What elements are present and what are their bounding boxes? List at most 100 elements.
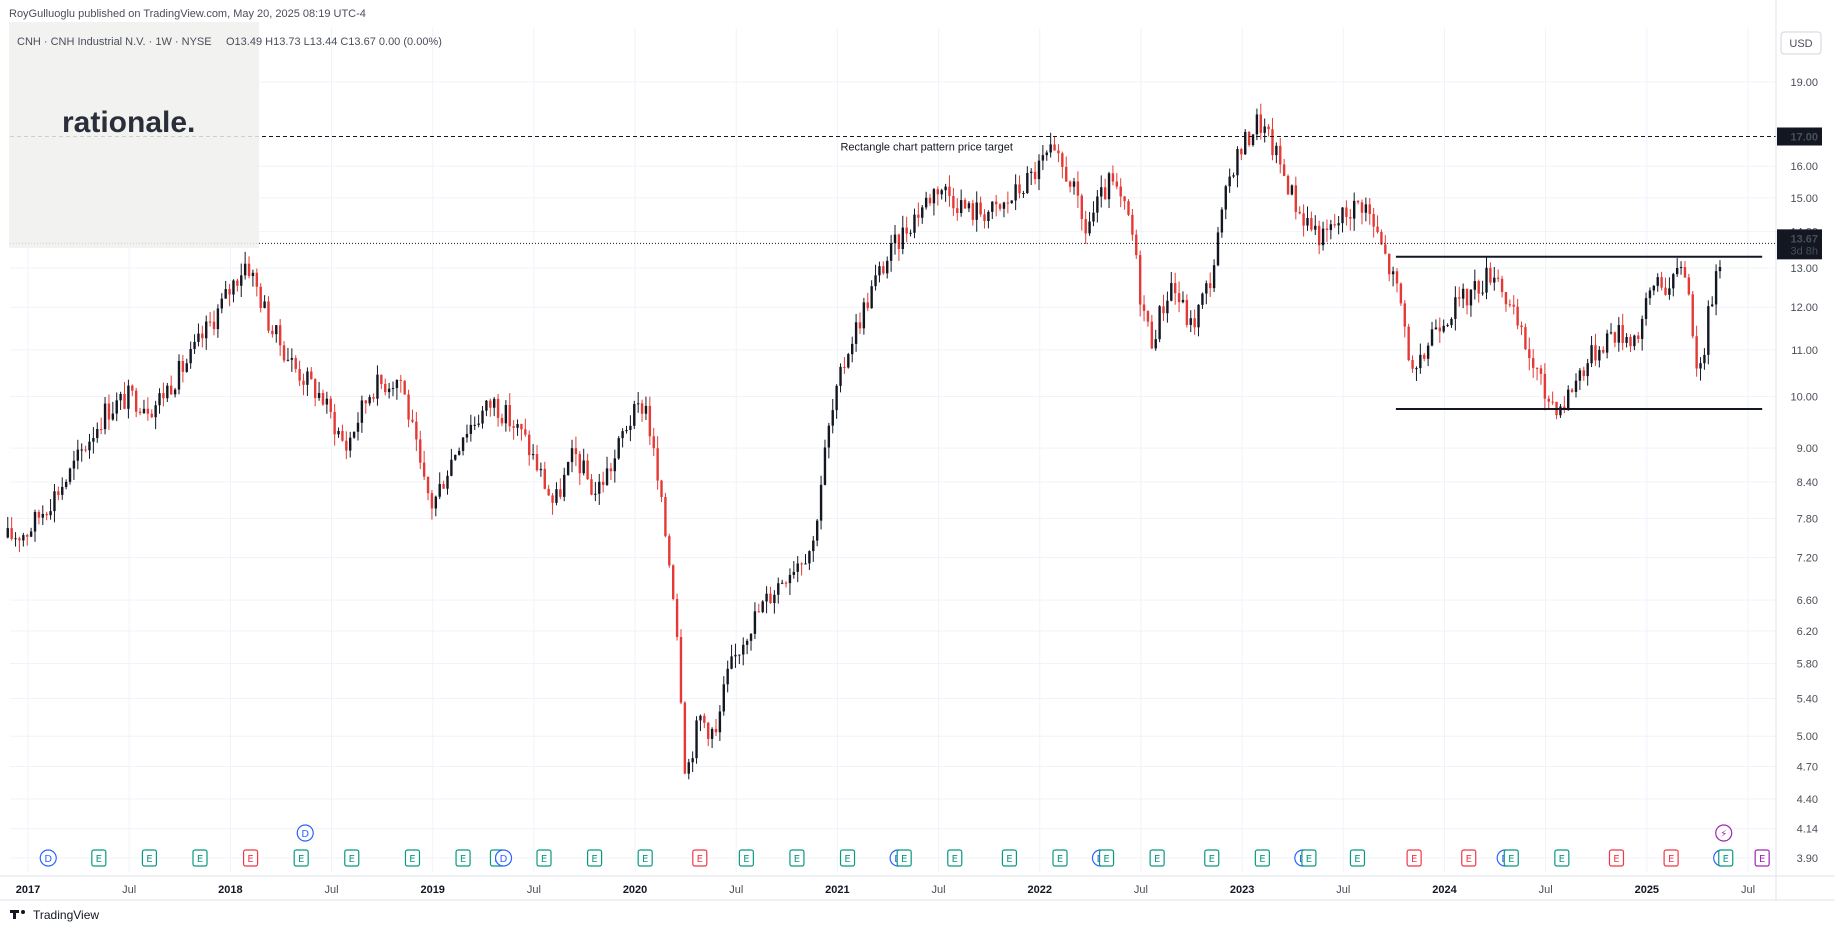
candle[interactable] bbox=[1286, 174, 1290, 195]
candle[interactable] bbox=[1030, 168, 1033, 186]
candle[interactable] bbox=[1356, 200, 1360, 205]
candle[interactable] bbox=[205, 315, 208, 350]
candle[interactable] bbox=[92, 427, 95, 454]
candle[interactable] bbox=[594, 481, 597, 502]
candle[interactable] bbox=[1660, 271, 1663, 291]
candle[interactable] bbox=[1679, 261, 1683, 275]
candle[interactable] bbox=[267, 296, 270, 334]
candle[interactable] bbox=[967, 201, 971, 213]
candle[interactable] bbox=[563, 467, 566, 502]
candle[interactable] bbox=[64, 479, 68, 490]
candle[interactable] bbox=[952, 187, 955, 216]
candle[interactable] bbox=[1430, 321, 1434, 347]
candle[interactable] bbox=[1049, 132, 1052, 158]
candle[interactable] bbox=[419, 430, 422, 470]
candle[interactable] bbox=[88, 433, 91, 459]
candle[interactable] bbox=[1508, 299, 1512, 308]
candle[interactable] bbox=[1403, 300, 1406, 338]
candle[interactable] bbox=[1493, 266, 1496, 291]
candle[interactable] bbox=[415, 412, 418, 452]
candle[interactable] bbox=[107, 394, 111, 430]
candle[interactable] bbox=[1446, 323, 1449, 328]
candle[interactable] bbox=[1138, 250, 1142, 317]
candle[interactable] bbox=[1146, 310, 1150, 327]
earnings-marker[interactable]: E bbox=[293, 849, 309, 867]
candle[interactable] bbox=[454, 454, 457, 461]
candle[interactable] bbox=[687, 758, 690, 780]
candle[interactable] bbox=[629, 415, 632, 442]
candle[interactable] bbox=[1201, 292, 1204, 309]
candle[interactable] bbox=[850, 336, 854, 363]
candle[interactable] bbox=[742, 637, 745, 666]
candle[interactable] bbox=[1154, 329, 1157, 351]
candle[interactable] bbox=[72, 450, 76, 480]
candle[interactable] bbox=[18, 536, 21, 553]
candle[interactable] bbox=[173, 387, 177, 398]
candle[interactable] bbox=[185, 358, 188, 373]
candle[interactable] bbox=[761, 600, 764, 614]
candle[interactable] bbox=[1224, 184, 1227, 220]
candle[interactable] bbox=[57, 486, 60, 501]
candle[interactable] bbox=[664, 492, 667, 538]
earnings-marker[interactable]: E bbox=[1663, 849, 1679, 867]
candle[interactable] bbox=[96, 422, 99, 443]
candle[interactable] bbox=[430, 490, 434, 520]
candle[interactable] bbox=[1528, 337, 1531, 371]
candle[interactable] bbox=[224, 280, 227, 299]
candle[interactable] bbox=[1395, 268, 1399, 293]
candle[interactable] bbox=[788, 568, 792, 595]
candle[interactable] bbox=[1329, 219, 1333, 240]
candle[interactable] bbox=[831, 399, 834, 434]
candle[interactable] bbox=[111, 401, 115, 421]
candle[interactable] bbox=[1251, 134, 1255, 147]
tradingview-footer-logo[interactable]: TradingView bbox=[10, 908, 99, 922]
candle[interactable] bbox=[1714, 264, 1718, 316]
candle[interactable] bbox=[1563, 396, 1566, 414]
candle[interactable] bbox=[1002, 201, 1006, 218]
candle[interactable] bbox=[99, 417, 103, 435]
candle[interactable] bbox=[823, 439, 827, 486]
candle[interactable] bbox=[940, 188, 943, 200]
candle[interactable] bbox=[321, 389, 325, 406]
candle[interactable] bbox=[1345, 200, 1348, 226]
candle[interactable] bbox=[1477, 279, 1480, 303]
candle[interactable] bbox=[640, 399, 644, 422]
candle[interactable] bbox=[878, 261, 881, 283]
candle[interactable] bbox=[1574, 373, 1578, 398]
candle[interactable] bbox=[893, 225, 897, 255]
candle[interactable] bbox=[769, 586, 772, 604]
candle[interactable] bbox=[306, 367, 309, 396]
candle[interactable] bbox=[889, 234, 893, 272]
candle[interactable] bbox=[360, 395, 364, 433]
candle[interactable] bbox=[1185, 294, 1189, 328]
candle[interactable] bbox=[948, 175, 951, 207]
candle[interactable] bbox=[1388, 253, 1391, 282]
candle[interactable] bbox=[282, 341, 286, 363]
candle[interactable] bbox=[528, 430, 531, 466]
candle[interactable] bbox=[1061, 151, 1064, 179]
candle[interactable] bbox=[1080, 193, 1083, 231]
candle[interactable] bbox=[372, 393, 375, 403]
candle[interactable] bbox=[68, 467, 72, 485]
earnings-marker[interactable]: E bbox=[1204, 849, 1220, 867]
candle[interactable] bbox=[590, 473, 593, 496]
earnings-marker[interactable]: E bbox=[1554, 849, 1570, 867]
candle[interactable] bbox=[138, 408, 142, 416]
candle[interactable] bbox=[1045, 150, 1048, 161]
candle[interactable] bbox=[753, 602, 757, 640]
candle[interactable] bbox=[1267, 124, 1270, 137]
candle[interactable] bbox=[364, 400, 367, 414]
candle[interactable] bbox=[1423, 352, 1426, 362]
candle[interactable] bbox=[33, 509, 37, 542]
candle[interactable] bbox=[901, 215, 904, 255]
candle[interactable] bbox=[53, 484, 56, 523]
candle[interactable] bbox=[1352, 192, 1356, 231]
candle[interactable] bbox=[380, 374, 383, 390]
candle[interactable] bbox=[1473, 269, 1477, 300]
candle[interactable] bbox=[411, 409, 414, 424]
candle[interactable] bbox=[450, 448, 453, 477]
candle[interactable] bbox=[1450, 317, 1453, 328]
candle[interactable] bbox=[1539, 364, 1543, 385]
candle[interactable] bbox=[1314, 215, 1317, 236]
candle[interactable] bbox=[1384, 235, 1387, 255]
